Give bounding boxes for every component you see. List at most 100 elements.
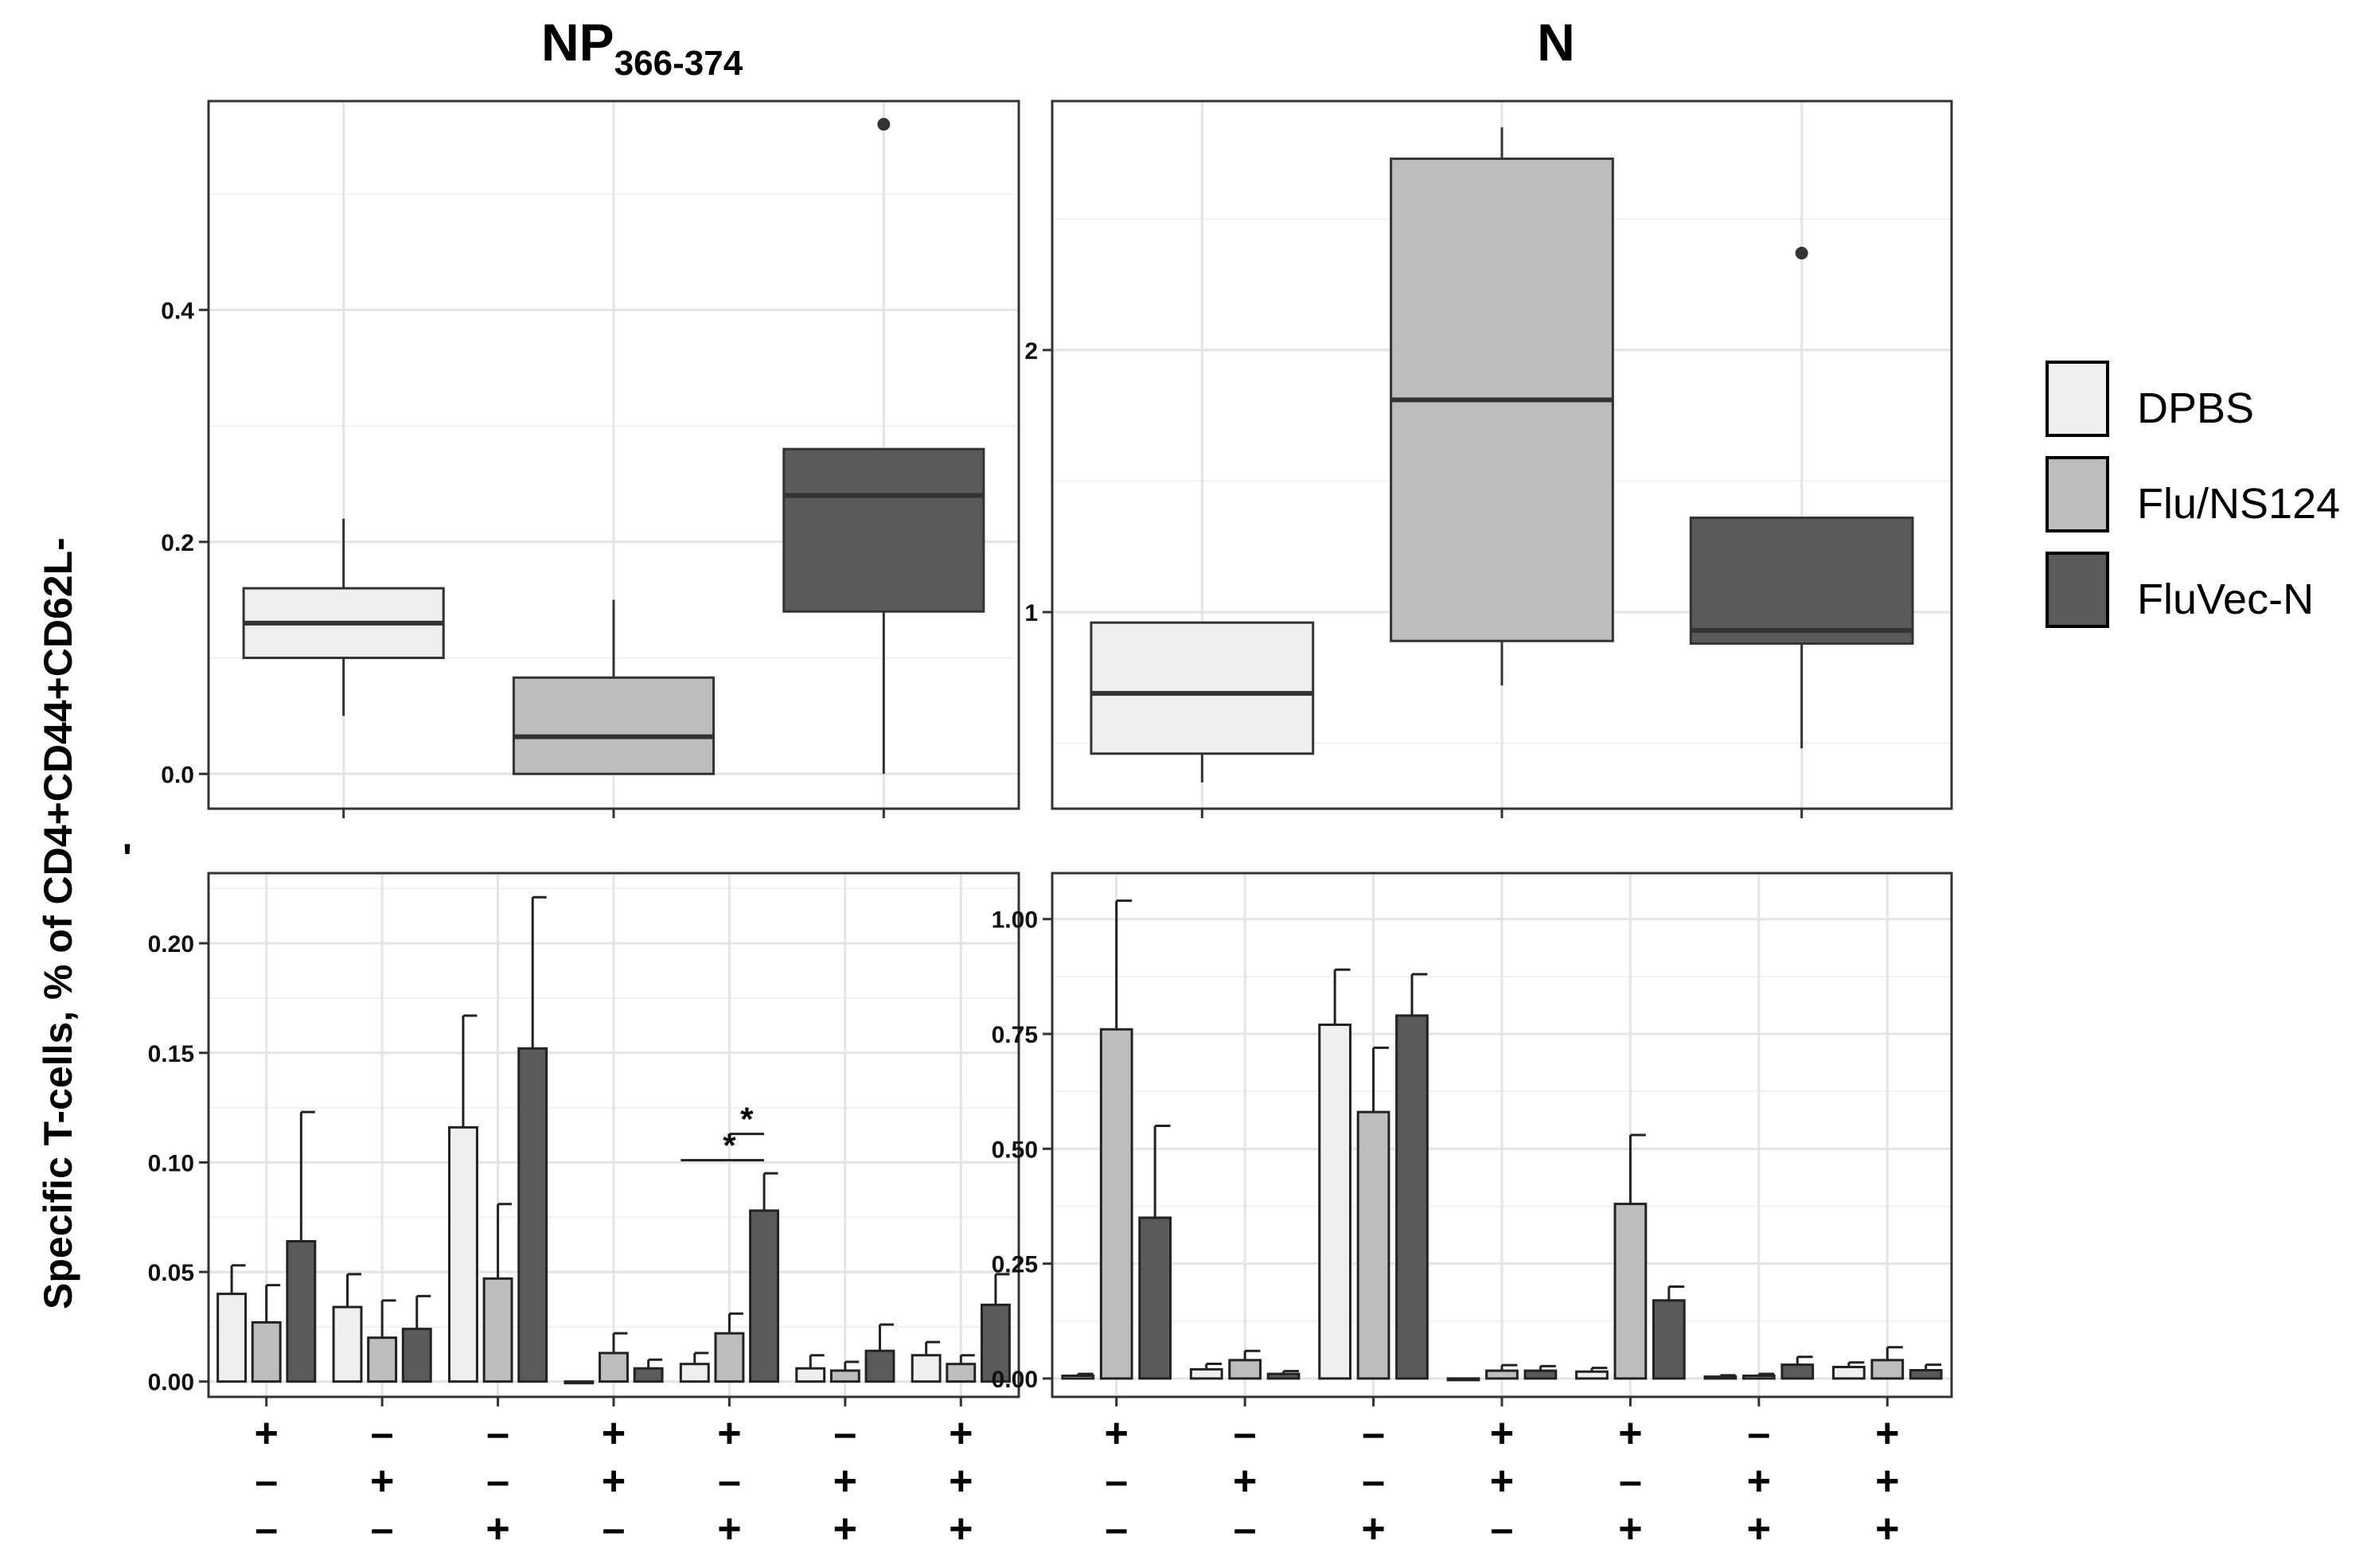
condition-sign: + <box>949 1410 973 1457</box>
condition-sign: – <box>486 1458 509 1504</box>
series-flu-ns124 <box>1099 899 1905 1380</box>
condition-sign: – <box>833 1410 856 1457</box>
bar <box>1266 1372 1301 1380</box>
condition-sign: + <box>1618 1506 1642 1552</box>
condition-sign: – <box>1105 1506 1128 1552</box>
condition-sign: + <box>833 1506 857 1552</box>
condition-sign: + <box>1233 1458 1257 1504</box>
panel-top-left: 0.0 0.2 0.4 <box>161 99 1020 818</box>
y-tick-label: 0.0 <box>161 762 194 788</box>
bar <box>1741 1374 1776 1380</box>
y-tick-label: 0.50 <box>992 1137 1038 1163</box>
panel-bottom-right: 0.00 0.25 0.50 0.75 1.00 <box>992 872 1953 1406</box>
bar <box>1523 1369 1558 1380</box>
y-tick-label: 0.25 <box>992 1252 1038 1278</box>
y-tick-label: 0.10 <box>148 1150 194 1176</box>
legend-label-flu-ns124: Flu/NS124 <box>2137 480 2340 528</box>
bar <box>980 1303 1011 1383</box>
series-dpbs <box>216 1014 942 1385</box>
condition-sign: – <box>603 1506 626 1552</box>
bar <box>1138 1216 1172 1380</box>
condition-sign: + <box>717 1506 741 1552</box>
series-fluvec-n <box>286 895 1011 1383</box>
title-np-subscript: 366-374 <box>614 44 743 83</box>
condition-sign: + <box>255 1410 279 1457</box>
condition-sign: + <box>833 1458 857 1504</box>
condition-sign: + <box>602 1458 626 1504</box>
condition-sign: + <box>1490 1410 1514 1457</box>
bar <box>1228 1359 1262 1380</box>
condition-sign: – <box>1491 1506 1514 1552</box>
bar <box>864 1349 895 1383</box>
bar <box>482 1277 513 1383</box>
legend-swatch-flu-ns124 <box>2046 456 2109 532</box>
bar <box>1703 1375 1737 1380</box>
series-flu-ns124 <box>251 1203 977 1383</box>
condition-sign: – <box>1105 1458 1128 1504</box>
y-tick-label: 0.05 <box>148 1260 194 1286</box>
bar <box>1485 1369 1519 1380</box>
condition-sign: – <box>371 1410 394 1457</box>
condition-sign: + <box>1618 1410 1642 1457</box>
y-tick-label: 1.00 <box>992 907 1038 934</box>
y-tick-label: 2 <box>1024 338 1038 365</box>
bar <box>1395 1014 1429 1380</box>
y-tick-label: 0.75 <box>992 1022 1038 1048</box>
y-tick-label: 0.20 <box>148 931 194 958</box>
y-tick-label: 0.4 <box>161 298 194 324</box>
y-axis-mark: ' <box>123 836 132 880</box>
bar <box>1575 1370 1609 1380</box>
condition-sign: – <box>1747 1410 1770 1457</box>
box-iqr <box>782 447 985 613</box>
panel-top-right: 12 <box>1024 99 1953 818</box>
legend-swatch-fluvec-n <box>2046 552 2109 628</box>
legend-swatch-dpbs <box>2046 361 2109 437</box>
box-dpbs <box>1090 621 1315 783</box>
condition-sign: + <box>1875 1410 1899 1457</box>
bar <box>714 1332 745 1383</box>
bar <box>564 1380 595 1385</box>
bar <box>633 1367 664 1383</box>
outlier-point <box>877 118 891 131</box>
bar <box>447 1125 478 1383</box>
condition-sign: – <box>1234 1410 1257 1457</box>
bar <box>332 1305 363 1383</box>
bar <box>1318 1023 1352 1380</box>
y-tick-label: 0.00 <box>992 1367 1038 1393</box>
bar <box>1613 1203 1648 1380</box>
condition-sign: + <box>1490 1458 1514 1504</box>
y-tick-label: 0.15 <box>148 1041 194 1067</box>
outlier-point <box>1795 246 1808 259</box>
box-fluvec-n <box>1689 246 1914 749</box>
condition-sign: – <box>718 1458 741 1504</box>
bar <box>251 1320 282 1383</box>
box-iqr <box>1090 621 1315 755</box>
box-flu-ns124 <box>512 599 716 775</box>
condition-sign: + <box>1361 1506 1385 1552</box>
bar <box>829 1369 860 1383</box>
condition-sign: – <box>1234 1506 1257 1552</box>
legend-label-fluvec-n: FluVec-N <box>2137 575 2314 623</box>
title-n: N <box>1537 13 1575 72</box>
bar <box>367 1336 398 1383</box>
bar <box>1909 1369 1943 1380</box>
series-fluvec-n <box>1138 973 1943 1380</box>
bar <box>1189 1367 1223 1380</box>
bar <box>1831 1365 1866 1380</box>
significance-star: * <box>723 1127 736 1164</box>
y-tick-label: 0.00 <box>148 1370 194 1396</box>
legend-label-dpbs: DPBS <box>2137 384 2254 432</box>
condition-sign: + <box>949 1506 973 1552</box>
box-fluvec-n <box>782 118 985 774</box>
condition-sign: – <box>1619 1458 1642 1504</box>
condition-sign: + <box>1105 1410 1129 1457</box>
bar <box>1780 1363 1815 1380</box>
bar <box>1870 1359 1905 1380</box>
bar <box>1652 1299 1686 1380</box>
condition-sign: – <box>371 1506 394 1552</box>
condition-sign: + <box>602 1410 626 1457</box>
box-flu-ns124 <box>1390 127 1614 686</box>
condition-sign: – <box>255 1506 278 1552</box>
box-iqr <box>512 676 716 775</box>
